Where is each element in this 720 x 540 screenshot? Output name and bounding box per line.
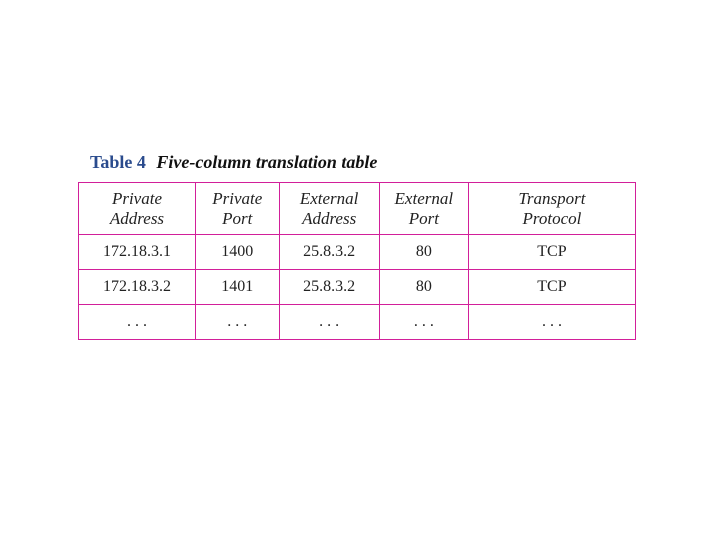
col-external-port: External Port: [379, 183, 468, 235]
cell-private-port: . . .: [195, 305, 279, 340]
col-transport-protocol: Transport Protocol: [468, 183, 635, 235]
col-label-line2: Port: [409, 209, 439, 228]
table-row: 172.18.3.2 1401 25.8.3.2 80 TCP: [79, 270, 636, 305]
col-label-line2: Address: [302, 209, 356, 228]
cell-external-port: 80: [379, 235, 468, 270]
table-row: 172.18.3.1 1400 25.8.3.2 80 TCP: [79, 235, 636, 270]
col-label-line1: External: [300, 189, 359, 208]
col-private-address: Private Address: [79, 183, 196, 235]
col-label-line1: Transport: [518, 189, 585, 208]
table-title: Five-column translation table: [156, 152, 377, 172]
table-header: Private Address Private Port External Ad…: [79, 183, 636, 235]
cell-private-address: 172.18.3.2: [79, 270, 196, 305]
table-row: . . . . . . . . . . . . . . .: [79, 305, 636, 340]
table-body: 172.18.3.1 1400 25.8.3.2 80 TCP 172.18.3…: [79, 235, 636, 340]
cell-transport-proto: TCP: [468, 235, 635, 270]
col-label-line2: Address: [110, 209, 164, 228]
table-label: Table 4: [90, 152, 146, 172]
cell-external-address: . . .: [279, 305, 379, 340]
table-caption: Table 4 Five-column translation table: [90, 152, 377, 173]
cell-external-address: 25.8.3.2: [279, 270, 379, 305]
cell-private-port: 1400: [195, 235, 279, 270]
table-header-row: Private Address Private Port External Ad…: [79, 183, 636, 235]
translation-table-wrapper: Private Address Private Port External Ad…: [78, 182, 636, 340]
col-private-port: Private Port: [195, 183, 279, 235]
cell-transport-proto: . . .: [468, 305, 635, 340]
col-label-line2: Protocol: [523, 209, 582, 228]
col-external-address: External Address: [279, 183, 379, 235]
col-label-line1: External: [395, 189, 454, 208]
cell-private-address: 172.18.3.1: [79, 235, 196, 270]
col-label-line1: Private: [112, 189, 162, 208]
col-label-line1: Private: [212, 189, 262, 208]
cell-external-port: 80: [379, 270, 468, 305]
cell-private-address: . . .: [79, 305, 196, 340]
page: Table 4 Five-column translation table Pr…: [0, 0, 720, 540]
cell-private-port: 1401: [195, 270, 279, 305]
cell-external-port: . . .: [379, 305, 468, 340]
cell-external-address: 25.8.3.2: [279, 235, 379, 270]
cell-transport-proto: TCP: [468, 270, 635, 305]
translation-table: Private Address Private Port External Ad…: [78, 182, 636, 340]
col-label-line2: Port: [222, 209, 252, 228]
